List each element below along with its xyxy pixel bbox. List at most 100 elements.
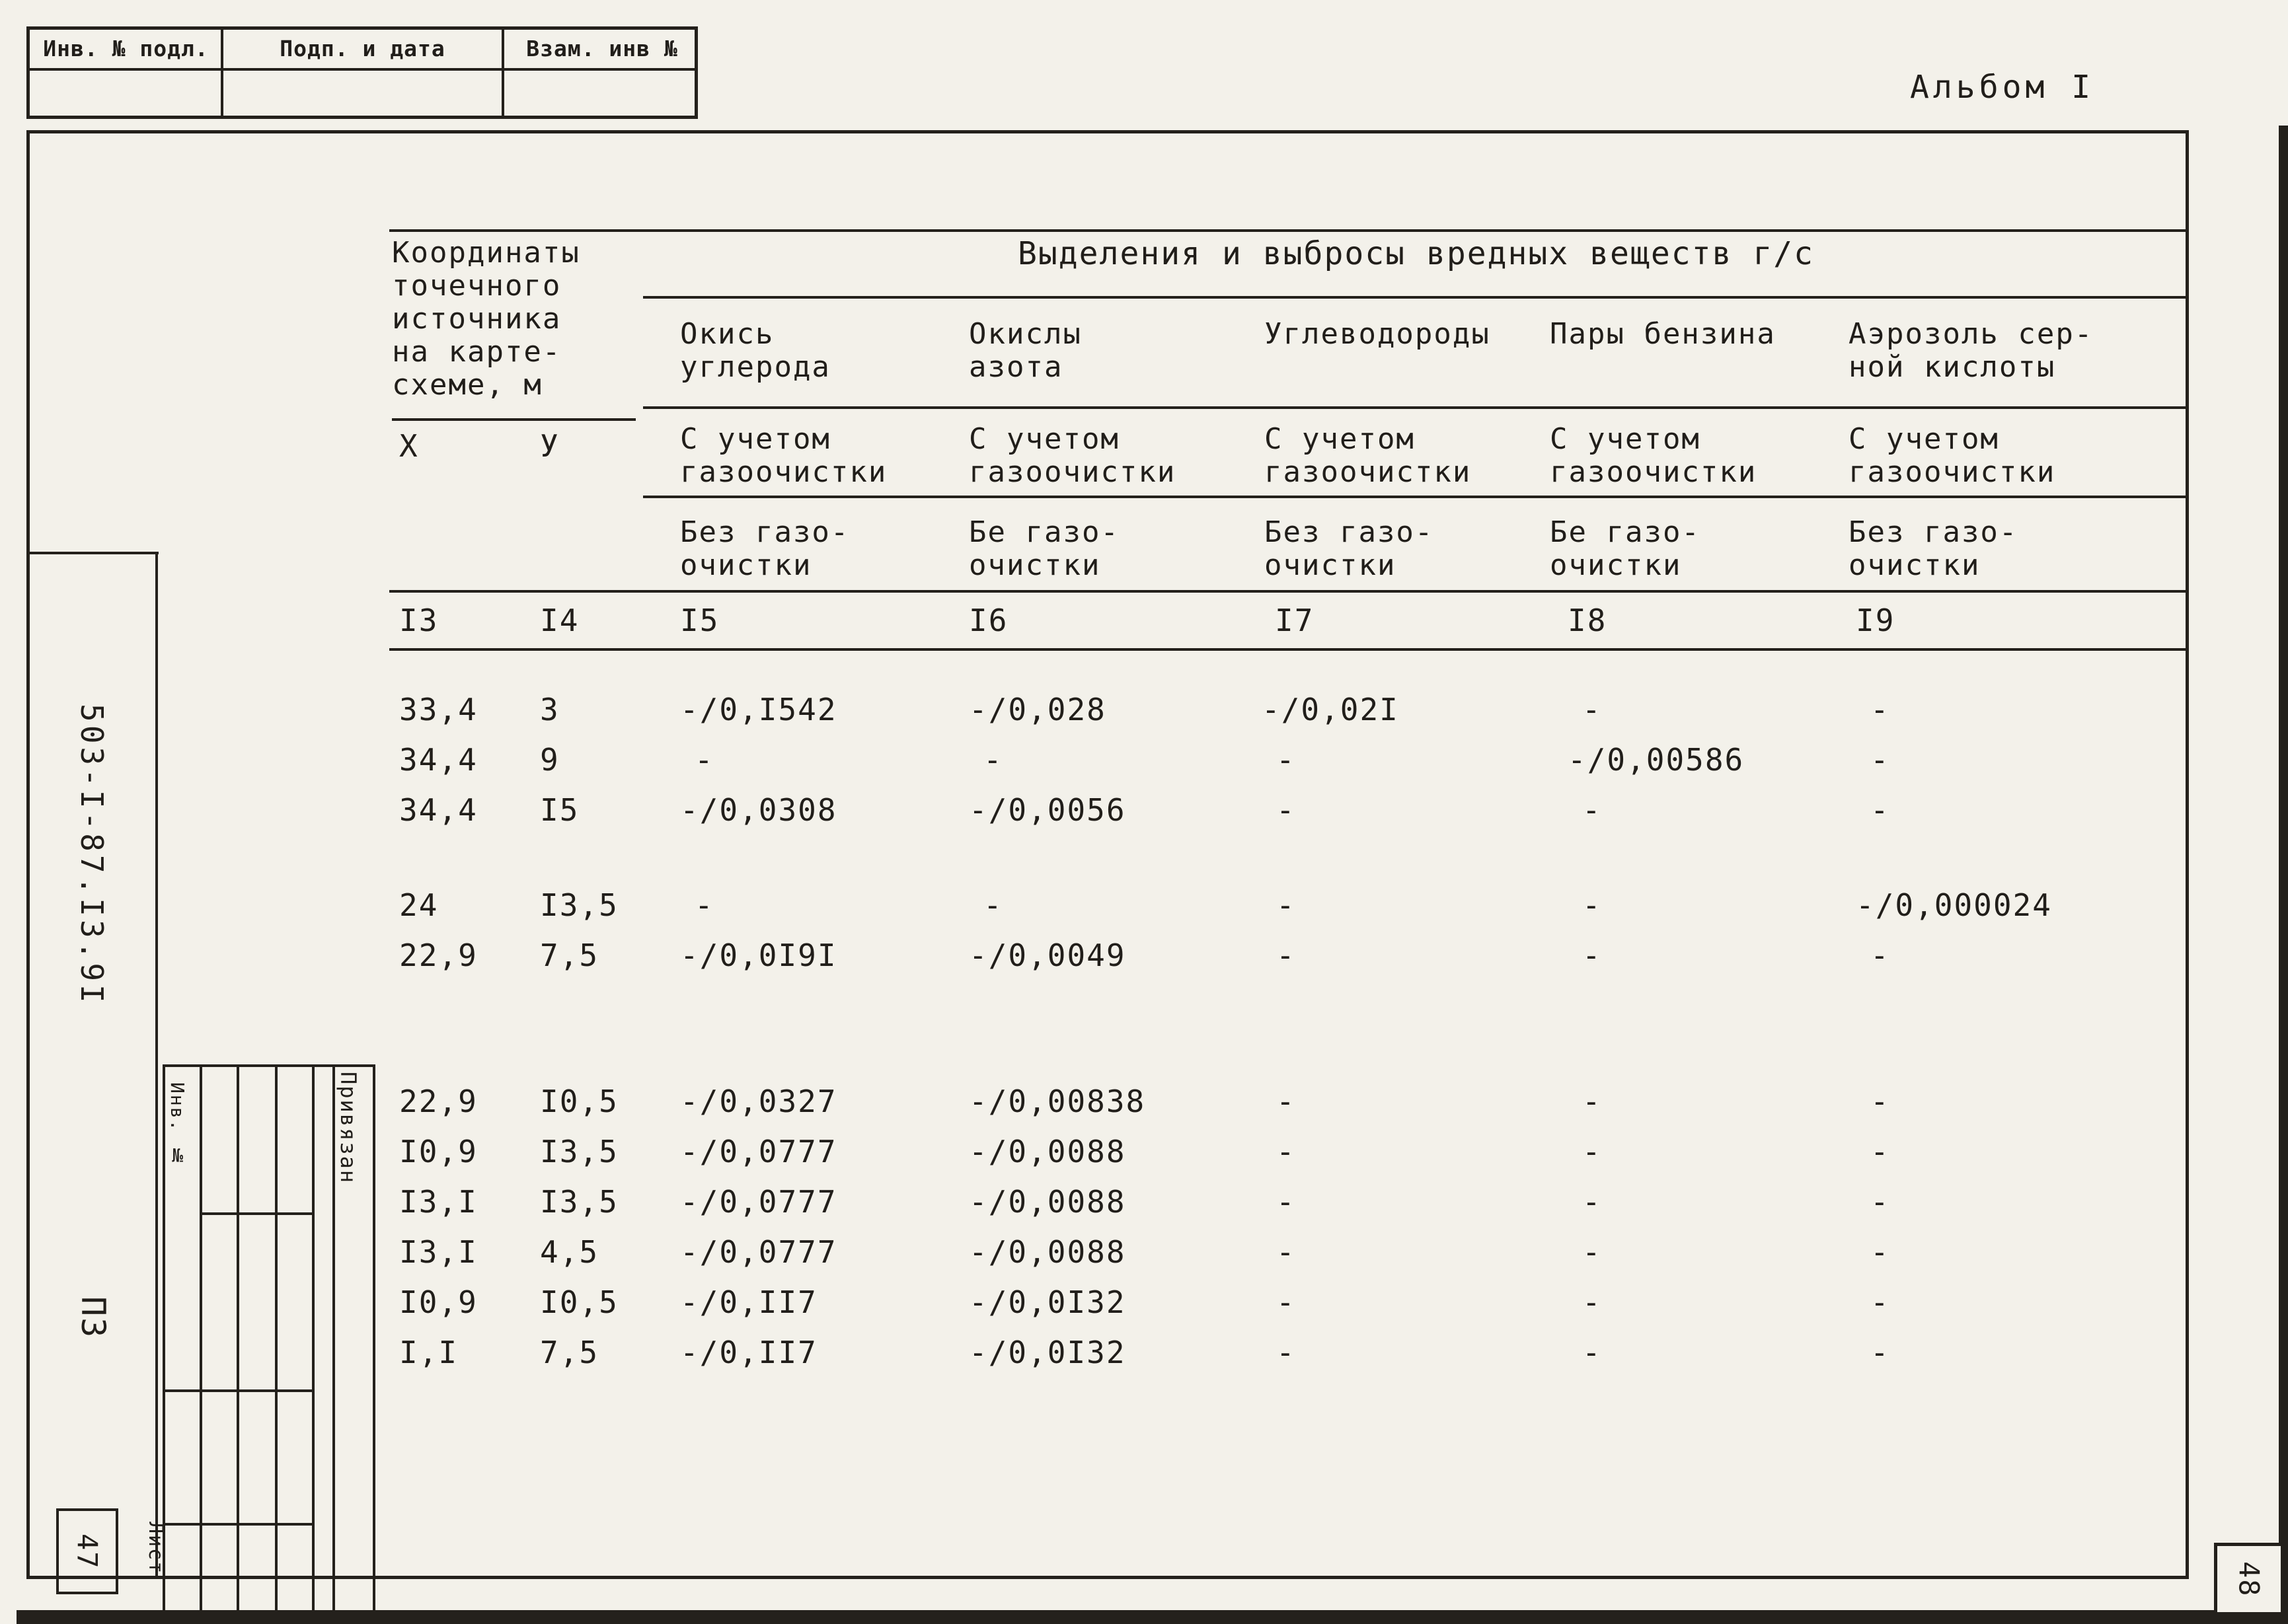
- table-cell: -/0,0327: [680, 1084, 837, 1119]
- page-edge-right: [2279, 126, 2288, 1624]
- table-cell: -/0,0777: [680, 1234, 837, 1270]
- titleblock-line: [200, 1064, 202, 1610]
- table-cell: -: [1582, 792, 1602, 828]
- table-cell: -: [1870, 1284, 1890, 1320]
- table-cell: -: [1582, 1234, 1602, 1270]
- table-cell: I0,9: [399, 1284, 478, 1320]
- table-row: I0,9 I0,5 -/0,II7 -/0,0I32 - - -: [399, 1277, 2184, 1327]
- subheader-without-cleaning: Бе газо- очистки: [1550, 515, 1700, 582]
- table-cell: 4,5: [540, 1234, 599, 1270]
- sheet-frame: [26, 130, 2189, 1579]
- titleblock-inv-label: Инв. №: [167, 1082, 188, 1168]
- table-cell: -/0,II7: [680, 1284, 818, 1320]
- doc-code: 503-I-87.I3.9I: [74, 704, 110, 1006]
- titleblock-line: [237, 1064, 239, 1610]
- column-header: Пары бензина: [1550, 317, 1776, 351]
- table-cell: -: [1870, 742, 1890, 778]
- table-cell: -: [1276, 938, 1296, 973]
- table-cell: -: [1276, 1234, 1296, 1270]
- table-cell: 9: [540, 742, 560, 778]
- titleblock-line: [163, 1064, 375, 1067]
- table-cell: -: [1276, 1284, 1296, 1320]
- table-rule-coord: [392, 418, 636, 421]
- table-cell: -: [1276, 1184, 1296, 1220]
- table-cell: I3,5: [540, 887, 619, 923]
- table-cell: -: [983, 742, 1003, 778]
- titleblock-line: [163, 1389, 315, 1392]
- table-cell: -: [983, 887, 1003, 923]
- table-cell: I0,5: [540, 1084, 619, 1119]
- table-row: I0,9 I3,5 -/0,0777 -/0,0088 - - -: [399, 1126, 2184, 1177]
- table-cell: I,I: [399, 1335, 459, 1370]
- table-cell: -: [1582, 938, 1602, 973]
- sheet-number-box: 47: [56, 1508, 118, 1594]
- table-title: Выделения и выбросы вредных веществ г/с: [1017, 235, 1815, 272]
- stamp-podp-data: Подп. и дата: [280, 36, 445, 61]
- table-cell: I3,I: [399, 1234, 478, 1270]
- column-header: Окислы азота: [969, 317, 1082, 384]
- table-cell: -: [1276, 1134, 1296, 1169]
- titleblock-line: [200, 1212, 315, 1215]
- table-cell: -: [695, 742, 714, 778]
- table-rule-top: [389, 229, 2189, 232]
- table-row: 24 I3,5 - - - - -/0,000024: [399, 880, 2184, 930]
- titleblock-line: [163, 1064, 165, 1610]
- table-cell: I5: [540, 792, 580, 828]
- next-sheet-number-box: 48: [2214, 1543, 2284, 1615]
- table-rule: [643, 296, 2189, 299]
- titleblock-line: [373, 1064, 375, 1610]
- table-cell: -/0,0088: [969, 1134, 1126, 1169]
- table-cell: -/0,0056: [969, 792, 1126, 828]
- table-cell: -: [1276, 1084, 1296, 1119]
- column-number: I5: [680, 603, 720, 638]
- table-cell: -/0,0777: [680, 1184, 837, 1220]
- table-row: 33,4 3 -/0,I542 -/0,028 -/0,02I - -: [399, 684, 2184, 735]
- titleblock-binding-label: Привязан: [336, 1072, 361, 1185]
- table-row: 34,4 9 - - - -/0,00586 -: [399, 735, 2184, 785]
- table-cell: -: [1870, 1084, 1890, 1119]
- subheader-without-cleaning: Без газо- очистки: [680, 515, 850, 582]
- column-number: I7: [1275, 603, 1315, 638]
- table-cell: -/0,028: [969, 692, 1106, 727]
- table-cell: 3: [540, 692, 560, 727]
- table-row: I,I 7,5 -/0,II7 -/0,0I32 - - -: [399, 1327, 2184, 1378]
- table-body: 33,4 3 -/0,I542 -/0,028 -/0,02I - - 34,4 9 - - - -/0…: [399, 684, 2184, 1378]
- table-cell: 33,4: [399, 692, 478, 727]
- column-number: I3: [399, 603, 439, 638]
- table-cell: 7,5: [540, 1335, 599, 1370]
- table-cell: -: [1582, 1134, 1602, 1169]
- page-edge-bottom: [17, 1610, 2288, 1624]
- subheader-with-cleaning: С учетом газоочистки: [1264, 422, 1472, 489]
- table-cell: -/0,0088: [969, 1184, 1126, 1220]
- table-cell: 24: [399, 887, 439, 923]
- table-cell: 22,9: [399, 1084, 478, 1119]
- table-cell: -: [1582, 1284, 1602, 1320]
- table-cell: -: [1582, 887, 1602, 923]
- table-cell: -: [1276, 742, 1296, 778]
- table-cell: -/0,02I: [1262, 692, 1399, 727]
- sheet-number: 47: [71, 1533, 104, 1570]
- table-cell: -/0,II7: [680, 1335, 818, 1370]
- coord-x-label: X: [399, 428, 419, 464]
- subheader-with-cleaning: С учетом газоочистки: [969, 422, 1176, 489]
- doc-type-label: ПЗ: [74, 1296, 112, 1339]
- column-number: I4: [540, 603, 580, 638]
- table-cell: 7,5: [540, 938, 599, 973]
- table-cell: -: [1582, 1184, 1602, 1220]
- subheader-without-cleaning: Без газо- очистки: [1849, 515, 2018, 582]
- table-cell: 34,4: [399, 742, 478, 778]
- table-cell: I0,9: [399, 1134, 478, 1169]
- table-cell: -: [695, 887, 714, 923]
- column-number: I6: [969, 603, 1009, 638]
- frame-step-line: [26, 552, 159, 554]
- table-cell: -/0,0I9I: [680, 938, 837, 973]
- table-row: I3,I 4,5 -/0,0777 -/0,0088 - - -: [399, 1227, 2184, 1277]
- table-rule: [643, 406, 2189, 409]
- album-label: Альбом I: [1910, 69, 2095, 106]
- row-group: 22,9 I0,5 -/0,0327 -/0,00838 - - - I0,9 I3,5 -/0,…: [399, 1076, 2184, 1378]
- table-cell: -/0,00838: [969, 1084, 1146, 1119]
- stamp-vzam-inv: Взам. инв №: [526, 36, 678, 61]
- row-group: 24 I3,5 - - - - -/0,000024 22,9 7,5 -/0,0I9I -/0,0…: [399, 880, 2184, 980]
- table-cell: -/0,0777: [680, 1134, 837, 1169]
